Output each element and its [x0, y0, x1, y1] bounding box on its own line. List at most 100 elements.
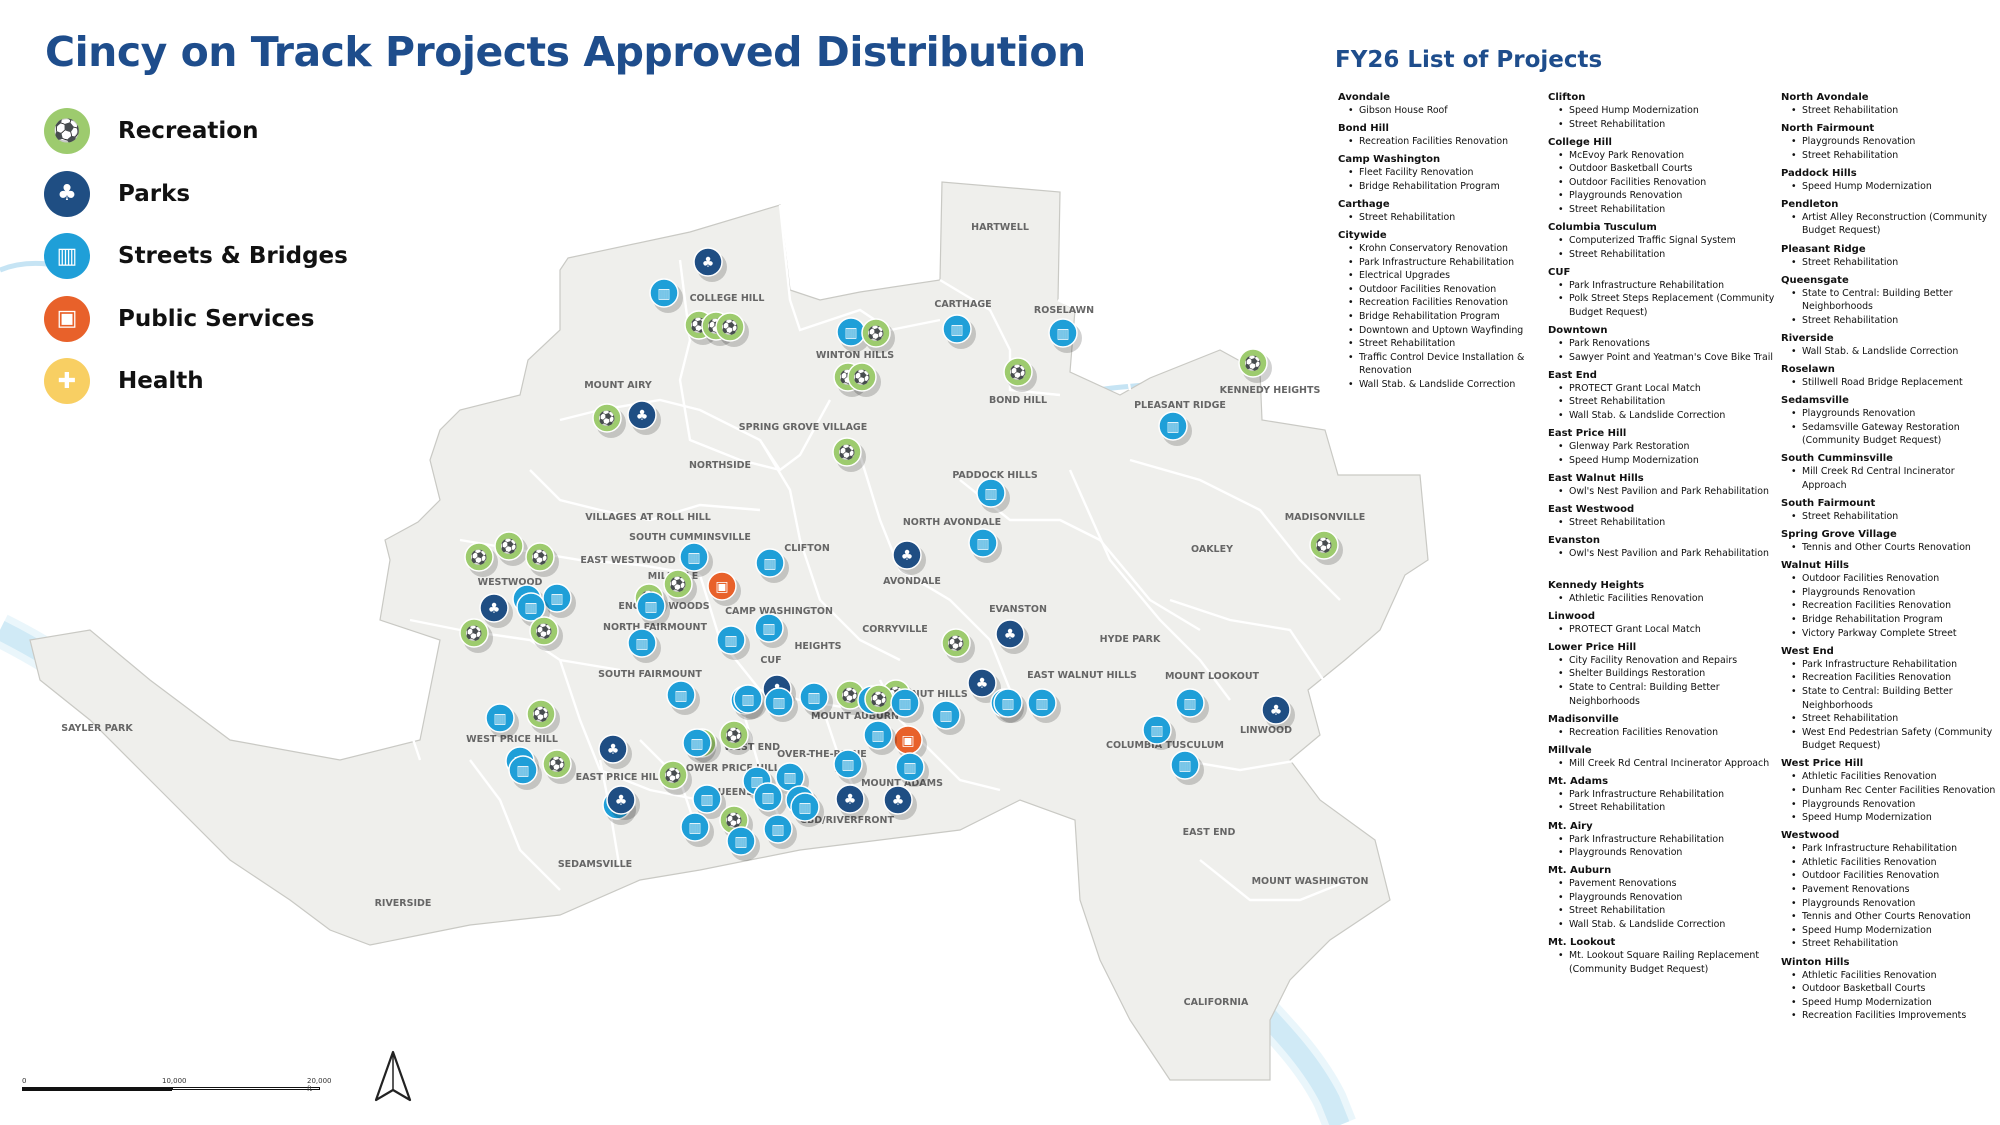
neighborhood-label: EAST WESTWOOD: [580, 555, 675, 566]
svg-text:▥: ▥: [984, 486, 997, 502]
neighborhood-label: WESTWOOD: [478, 577, 543, 588]
project-list: Street Rehabilitation: [1548, 516, 1778, 530]
parks-icon: ♣: [598, 734, 632, 769]
neighborhood-label: VILLAGES AT ROLL HILL: [585, 512, 711, 523]
streets-bridges-icon: ▥: [542, 583, 576, 618]
streets-bridges-icon: ▥: [666, 680, 700, 715]
project-item: Park Infrastructure Rehabilitation: [1558, 833, 1778, 847]
neighborhood-projects: Kennedy HeightsAthletic Facilities Renov…: [1548, 579, 1778, 606]
svg-text:⚽: ⚽: [837, 444, 855, 461]
project-item: Athletic Facilities Renovation: [1558, 592, 1778, 606]
project-item: Street Rehabilitation: [1348, 337, 1538, 351]
project-item: Speed Hump Modernization: [1791, 811, 1996, 825]
svg-text:▥: ▥: [1183, 696, 1196, 712]
streets-bridges-icon: ▥: [890, 688, 924, 723]
streets-bridges-icon: ▥: [716, 625, 750, 660]
neighborhood-label: CALIFORNIA: [1184, 997, 1249, 1008]
neighborhood-projects: SedamsvillePlaygrounds RenovationSedamsv…: [1781, 394, 1996, 448]
projects-column-3: North AvondaleStreet RehabilitationNorth…: [1781, 91, 1996, 1027]
neighborhood-label: LOWER PRICE HILL: [680, 763, 780, 774]
neighborhood-label: MOUNT WASHINGTON: [1252, 876, 1369, 887]
neighborhood-projects: PendletonArtist Alley Reconstruction (Co…: [1781, 198, 1996, 238]
streets-bridges-icon: ▥: [754, 613, 788, 648]
neighborhood-name: Kennedy Heights: [1548, 579, 1645, 591]
svg-text:⚽: ⚽: [663, 767, 681, 784]
recreation-icon: ⚽: [663, 569, 697, 604]
project-item: Stillwell Road Bridge Replacement: [1791, 376, 1996, 390]
project-item: Street Rehabilitation: [1558, 395, 1778, 409]
legend-label: Recreation: [118, 118, 259, 145]
recreation-icon: ⚽: [832, 437, 866, 472]
neighborhood-projects: East Walnut HillsOwl's Nest Pavilion and…: [1548, 472, 1778, 499]
neighborhood-projects: LinwoodPROTECT Grant Local Match: [1548, 610, 1778, 637]
project-item: Street Rehabilitation: [1558, 516, 1778, 530]
recreation-icon: ⚽: [864, 684, 898, 719]
neighborhood-name: Mt. Adams: [1548, 775, 1609, 787]
neighborhood-name: South Fairmount: [1781, 498, 1876, 510]
svg-text:⚽: ⚽: [531, 706, 549, 723]
project-item: Gibson House Roof: [1348, 104, 1538, 118]
project-item: Outdoor Basketball Courts: [1791, 982, 1996, 996]
legend-label: Health: [118, 368, 204, 395]
streets-bridges-icon: ▥: [627, 628, 661, 663]
project-item: PROTECT Grant Local Match: [1558, 382, 1778, 396]
streets-bridges-icon: ▥: [790, 792, 824, 827]
recreation-icon: ⚽: [861, 318, 895, 353]
neighborhood-name: Spring Grove Village: [1781, 529, 1897, 541]
project-item: Downtown and Uptown Wayfinding: [1348, 324, 1538, 338]
scale-label-20000: 20,000 ft: [307, 1077, 332, 1093]
streets-bridges-icon: ▥: [682, 728, 716, 763]
svg-text:⚽: ⚽: [724, 727, 742, 744]
neighborhood-label: SPRING GROVE VILLAGE: [739, 422, 867, 433]
neighborhood-label: WINTON HILLS: [816, 350, 894, 361]
project-item: Park Infrastructure Rehabilitation: [1348, 256, 1538, 270]
svg-text:⚽: ⚽: [668, 576, 686, 593]
project-list: McEvoy Park RenovationOutdoor Basketball…: [1548, 149, 1778, 217]
streets-bridges-icon: ▥: [755, 548, 789, 583]
project-item: Park Infrastructure Rehabilitation: [1791, 842, 1996, 856]
project-item: Glenway Park Restoration: [1558, 440, 1778, 454]
svg-text:▥: ▥: [493, 711, 506, 727]
project-item: State to Central: Building Better Neighb…: [1558, 681, 1778, 708]
project-item: Street Rehabilitation: [1558, 904, 1778, 918]
neighborhood-label: AVONDALE: [883, 576, 941, 587]
project-item: Speed Hump Modernization: [1791, 180, 1996, 194]
neighborhood-projects: Bond HillRecreation Facilities Renovatio…: [1338, 122, 1538, 149]
recreation-icon: ⚽: [847, 362, 881, 397]
neighborhood-label: CORRYVILLE: [862, 624, 928, 635]
neighborhood-projects: East Price HillGlenway Park RestorationS…: [1548, 427, 1778, 467]
neighborhood-label: WEST PRICE HILL: [466, 734, 558, 745]
recreation-icon: ⚽: [592, 403, 626, 438]
svg-text:▥: ▥: [772, 695, 785, 711]
project-list: Park RenovationsSawyer Point and Yeatman…: [1548, 337, 1778, 364]
neighborhood-name: East Price Hill: [1548, 428, 1627, 440]
neighborhood-projects: EvanstonOwl's Nest Pavilion and Park Reh…: [1548, 534, 1778, 561]
project-item: Outdoor Facilities Renovation: [1348, 283, 1538, 297]
streets-bridges-icon: ▥: [679, 542, 713, 577]
neighborhood-projects: Mt. LookoutMt. Lookout Square Railing Re…: [1548, 936, 1778, 976]
neighborhood-projects: West EndPark Infrastructure Rehabilitati…: [1781, 645, 1996, 753]
project-item: Outdoor Facilities Renovation: [1791, 572, 1996, 586]
svg-text:⚽: ⚽: [946, 635, 964, 652]
parks-icon: ♣: [835, 784, 869, 819]
project-item: Krohn Conservatory Renovation: [1348, 242, 1538, 256]
neighborhood-label: NORTH FAIRMOUNT: [603, 622, 707, 633]
neighborhood-projects: West Price HillAthletic Facilities Renov…: [1781, 757, 1996, 824]
svg-text:⚽: ⚽: [866, 325, 884, 342]
neighborhood-projects: East WestwoodStreet Rehabilitation: [1548, 503, 1778, 530]
neighborhood-name: Columbia Tusculum: [1548, 222, 1657, 234]
svg-text:♣: ♣: [607, 742, 620, 758]
parks-icon: ♣: [44, 170, 90, 217]
public-services-icon: ▣: [893, 725, 927, 760]
project-list: Playgrounds RenovationSedamsville Gatewa…: [1781, 407, 1996, 448]
neighborhood-label: CAMP WASHINGTON: [725, 606, 833, 617]
project-item: Pavement Renovations: [1558, 877, 1778, 891]
neighborhood-projects: Pleasant RidgeStreet Rehabilitation: [1781, 243, 1996, 270]
streets-bridges-icon: ▥: [753, 782, 787, 817]
neighborhood-label: PLEASANT RIDGE: [1134, 400, 1226, 411]
streets-bridges-icon: ▥: [764, 687, 798, 722]
neighborhood-name: Westwood: [1781, 830, 1840, 842]
public-services-icon: ▣: [707, 571, 741, 606]
project-list: Mill Creek Rd Central Incinerator Approa…: [1548, 757, 1778, 771]
